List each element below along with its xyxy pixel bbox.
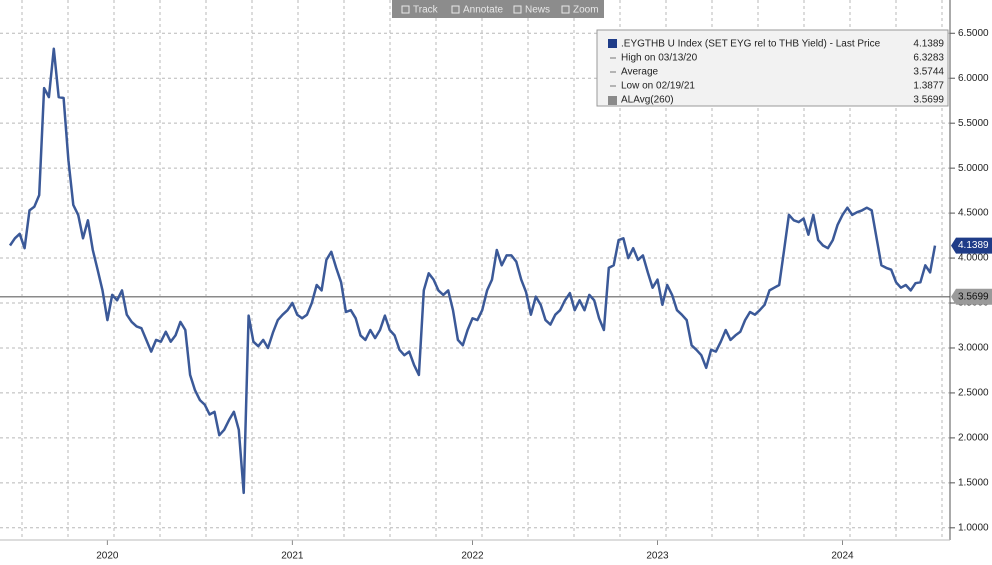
last-price-tag-label: 4.1389 xyxy=(958,240,989,251)
reference-legend-label: ALAvg(260) xyxy=(621,95,674,106)
plot: 1.00001.50002.00002.50003.00003.50004.00… xyxy=(0,28,992,562)
legend-swatch xyxy=(608,96,617,105)
y-tick-label: 4.0000 xyxy=(958,253,989,264)
y-tick-label: 6.5000 xyxy=(958,28,989,39)
y-tick-label: 5.0000 xyxy=(958,163,989,174)
legend-title: .EYGTHB U Index (SET EYG rel to THB Yiel… xyxy=(621,39,881,50)
y-tick-label: 2.0000 xyxy=(958,433,989,444)
stat-value: 1.3877 xyxy=(913,81,944,92)
x-tick-label: 2020 xyxy=(96,551,119,562)
stat-label: Average xyxy=(621,67,659,78)
legend-swatch xyxy=(608,39,617,48)
toolbar-icon xyxy=(561,5,570,14)
stat-value: 6.3283 xyxy=(913,53,944,64)
y-tick-label: 5.5000 xyxy=(958,118,989,129)
y-tick-label: 4.5000 xyxy=(958,208,989,219)
toolbar-icon xyxy=(451,5,460,14)
toolbar-icon xyxy=(513,5,522,14)
y-tick-label: 3.0000 xyxy=(958,343,989,354)
stat-value: 3.5744 xyxy=(913,67,944,78)
x-tick-label: 2023 xyxy=(646,551,669,562)
y-tick-label: 1.5000 xyxy=(958,477,989,488)
toolbar-button[interactable]: News xyxy=(525,5,550,16)
toolbar-button[interactable]: Track xyxy=(413,5,439,16)
toolbar-button[interactable]: Zoom xyxy=(573,5,599,16)
stat-label: Low on 02/19/21 xyxy=(621,81,695,92)
x-tick-label: 2024 xyxy=(831,551,854,562)
average-tag xyxy=(951,288,992,305)
vertical-grid xyxy=(21,0,943,540)
reference-legend-value: 3.5699 xyxy=(913,95,944,106)
x-tick-label: 2022 xyxy=(461,551,484,562)
legend: .EYGTHB U Index (SET EYG rel to THB Yiel… xyxy=(596,29,949,107)
y-tick-label: 6.0000 xyxy=(958,73,989,84)
legend-value: 4.1389 xyxy=(913,39,944,50)
toolbar-button[interactable]: Annotate xyxy=(463,5,503,16)
price-line xyxy=(8,47,937,495)
average-tag-label: 3.5699 xyxy=(958,291,989,302)
x-tick-label: 2021 xyxy=(281,551,304,562)
toolbar: Track Annotate News Zoom xyxy=(392,0,604,18)
stat-label: High on 03/13/20 xyxy=(621,53,698,64)
y-tick-label: 2.5000 xyxy=(958,388,989,399)
legend-box xyxy=(596,29,949,107)
last-price-tag xyxy=(951,237,992,254)
toolbar-bg xyxy=(392,0,604,18)
y-tick-label: 1.0000 xyxy=(958,522,989,533)
toolbar-icon xyxy=(401,5,410,14)
